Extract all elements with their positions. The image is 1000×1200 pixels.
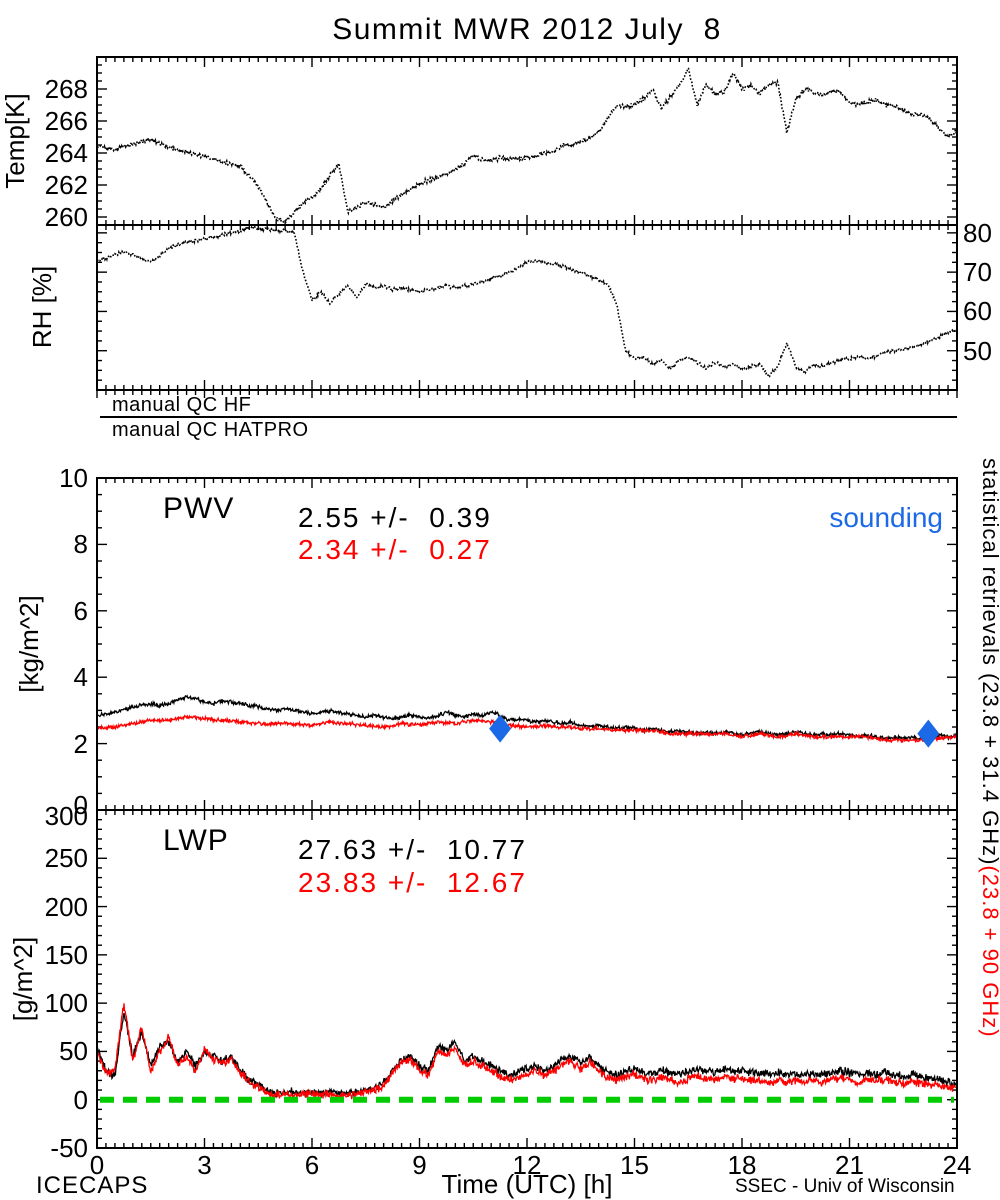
temp-ytick-label: 262 <box>44 170 88 200</box>
side-text-black: statistical retrievals (23.8 + 31.4 GHz) <box>978 458 1000 866</box>
lwp-ytick-label: 300 <box>44 801 88 831</box>
rh-ytick-label: 50 <box>963 335 992 366</box>
pwv-ytick-label: 2 <box>73 728 88 759</box>
side-text-red: (23.8 + 90 GHz) <box>978 865 1000 1038</box>
pwv-ytick-label: 10 <box>59 463 88 493</box>
rh-panel-ticks <box>96 225 958 398</box>
lwp-ytick-label: 250 <box>44 843 88 874</box>
lwp-panel-title: LWP <box>163 824 229 857</box>
x-tick-label: 0 <box>89 1150 105 1180</box>
temp-ytick-label: 260 <box>44 202 88 232</box>
x-tick-label: 24 <box>942 1150 972 1180</box>
pwv-ytick-label: 8 <box>73 529 88 560</box>
rh-axis-label: RH [%] <box>27 265 57 349</box>
x-tick-label: 12 <box>512 1150 542 1180</box>
temp-series-group <box>98 66 956 224</box>
x-tick-label: 6 <box>304 1150 320 1180</box>
rh-ytick-label: 80 <box>963 217 992 248</box>
lwp-ytick-label: 50 <box>59 1036 88 1067</box>
pwv-stats-red: 2.34 +/- 0.27 <box>298 534 492 565</box>
temp-ytick-label: 266 <box>44 106 88 136</box>
lwp-series-group <box>98 1003 956 1100</box>
rh-ytick-label: 60 <box>963 296 992 327</box>
lwp-ytick-label: 0 <box>73 1084 88 1115</box>
lwp-stats-red: 23.83 +/- 12.67 <box>298 867 527 898</box>
temp-ytick-label: 268 <box>44 74 88 104</box>
x-tick-label: 9 <box>412 1150 427 1180</box>
pwv-series-group <box>98 694 956 744</box>
x-tick-label: 15 <box>620 1150 649 1180</box>
temp-ytick-label: 264 <box>44 138 88 168</box>
pwv-23.8+90GHz-curve <box>98 714 956 744</box>
rh-ytick-label: 70 <box>963 257 992 288</box>
pwv-ytick-label: 4 <box>73 662 88 693</box>
pwv-ytick-label: 0 <box>73 790 88 820</box>
rh-panel-frame <box>96 224 958 391</box>
lwp-ytick-label: 200 <box>44 891 88 922</box>
mwr-relative-humidity-curve <box>98 226 956 379</box>
pwv-panel-title: PWV <box>163 492 235 525</box>
lwp-ytick-label: 150 <box>44 939 88 970</box>
lwp-23.8+31.4GHz-curve <box>98 1012 956 1100</box>
retrieval-method-side-text: statistical retrievals (23.8 + 31.4 GHz)… <box>978 458 1000 1038</box>
lwp-ytick-label: 100 <box>44 988 88 1019</box>
temp-panel-ticks <box>96 56 958 226</box>
pwv-ytick-label: 6 <box>73 595 88 626</box>
x-tick-label: 21 <box>835 1150 864 1180</box>
pwv-23.8+31.4GHz-curve <box>98 694 956 743</box>
lwp-stats-black: 27.63 +/- 10.77 <box>298 834 527 865</box>
qc-divider-line <box>100 416 957 418</box>
manual-qc-hf-label: manual QC HF <box>112 394 252 416</box>
page-title: Summit MWR 2012 July 8 <box>332 13 722 46</box>
lwp-ytick-label: -50 <box>50 1133 88 1163</box>
lwp-23.8+90GHz-curve <box>98 1003 956 1100</box>
time-axis-label: Time (UTC) [h] <box>441 1169 613 1199</box>
pwv-axis-label: [kg/m^2] <box>14 595 44 693</box>
temp-panel-frame <box>96 56 958 226</box>
x-tick-label: 3 <box>197 1150 212 1180</box>
lwp-panel-frame <box>96 809 958 1149</box>
x-tick-label: 18 <box>727 1150 757 1180</box>
manual-qc-hatpro-label: manual QC HATPRO <box>112 419 309 441</box>
sounding-diamond-marker <box>917 719 940 748</box>
sounding-diamond-marker <box>489 714 512 743</box>
project-name-icecaps: ICECAPS <box>36 1172 149 1199</box>
pwv-stats-black: 2.55 +/- 0.39 <box>298 502 492 533</box>
rh-series-group <box>98 226 956 379</box>
credit-ssec: SSEC - Univ of Wisconsin <box>735 1176 955 1197</box>
mwr-temperature-curve <box>98 66 956 224</box>
sounding-legend-label: sounding <box>829 502 943 533</box>
